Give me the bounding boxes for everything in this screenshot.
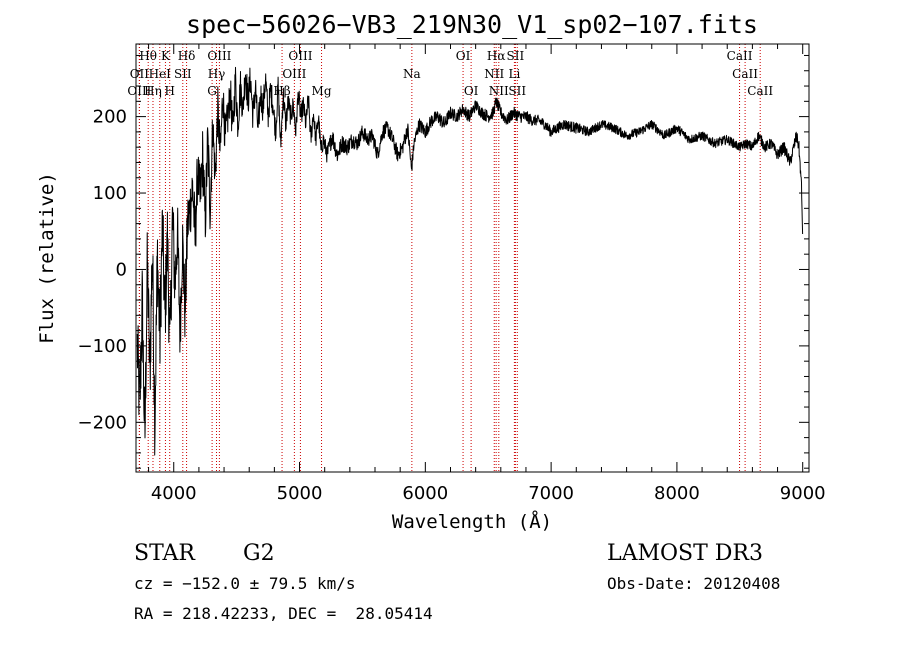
x-axis-ticks: 4000 5000 6000 7000 8000 9000 (148, 44, 826, 504)
x-tick-label: 8000 (654, 483, 700, 504)
spectral-line-label: K (161, 49, 171, 63)
x-tick-label: 9000 (780, 483, 826, 504)
spectral-line-label: CaII (732, 67, 758, 81)
spectral-line-label: Li (508, 67, 520, 81)
spectral-line-label: SII (508, 84, 526, 98)
y-tick-label: 200 (93, 107, 127, 128)
y-tick-label: 0 (116, 259, 127, 280)
spectral-line-label: NII (484, 67, 504, 81)
y-axis-ticks: −200 −100 0 100 200 (78, 54, 809, 469)
spectral-line-label: Hδ (178, 49, 196, 63)
obs-date: Obs-Date: 20120408 (607, 574, 780, 593)
spectrum-line (136, 66, 804, 456)
spectral-line-label: Hγ (208, 67, 226, 81)
object-subclass: G2 (243, 541, 275, 566)
spectral-line-label: Na (403, 67, 421, 81)
spectral-line-label: OIII (207, 49, 231, 63)
spectral-line-label: Hη (144, 84, 162, 98)
spectral-line-label: SII (507, 49, 525, 63)
spectral-line-label: OI (464, 84, 479, 98)
object-class: STAR (134, 541, 196, 566)
spectral-line-label: OI (456, 49, 471, 63)
plot-frame (135, 43, 810, 473)
spectral-line-label: HeI (149, 67, 172, 81)
spectral-line-label: CaII (727, 49, 753, 63)
x-axis-label: Wavelength (Å) (392, 510, 552, 533)
x-tick-label: 5000 (277, 483, 323, 504)
spectral-line-label: Mg (312, 84, 332, 98)
spectral-line-markers (138, 44, 761, 472)
y-axis-label: Flux (relative) (36, 172, 58, 344)
spectral-line-label: G (207, 84, 217, 98)
redshift-text: cz = −152.0 ± 79.5 km/s (134, 574, 356, 593)
survey-name: LAMOST DR3 (607, 541, 763, 566)
spectral-line-label: CaII (747, 84, 773, 98)
spectral-line-label: OIII (288, 49, 312, 63)
spectral-line-label: OII (130, 67, 150, 81)
spectral-line-label: H (164, 84, 174, 98)
chart-title: spec−56026−VB3_219N30_V1_sp02−107.fits (186, 10, 758, 39)
y-tick-label: 100 (93, 183, 127, 204)
spectral-line-label: Hα (487, 49, 506, 63)
x-tick-label: 6000 (402, 483, 448, 504)
spectral-line-label: NII (489, 84, 509, 98)
spectral-line-label: Hθ (139, 49, 157, 63)
coordinates-text: RA = 218.42233, DEC = 28.05414 (134, 604, 433, 623)
spectral-line-label: SII (174, 67, 192, 81)
x-tick-label: 4000 (151, 483, 197, 504)
y-tick-label: −100 (78, 336, 127, 357)
spectral-line-label: Hβ (273, 84, 290, 98)
spectral-line-label: OIII (127, 84, 151, 98)
x-tick-label: 7000 (528, 483, 574, 504)
y-tick-label: −200 (78, 412, 127, 433)
spectral-line-label: OIII (282, 67, 306, 81)
